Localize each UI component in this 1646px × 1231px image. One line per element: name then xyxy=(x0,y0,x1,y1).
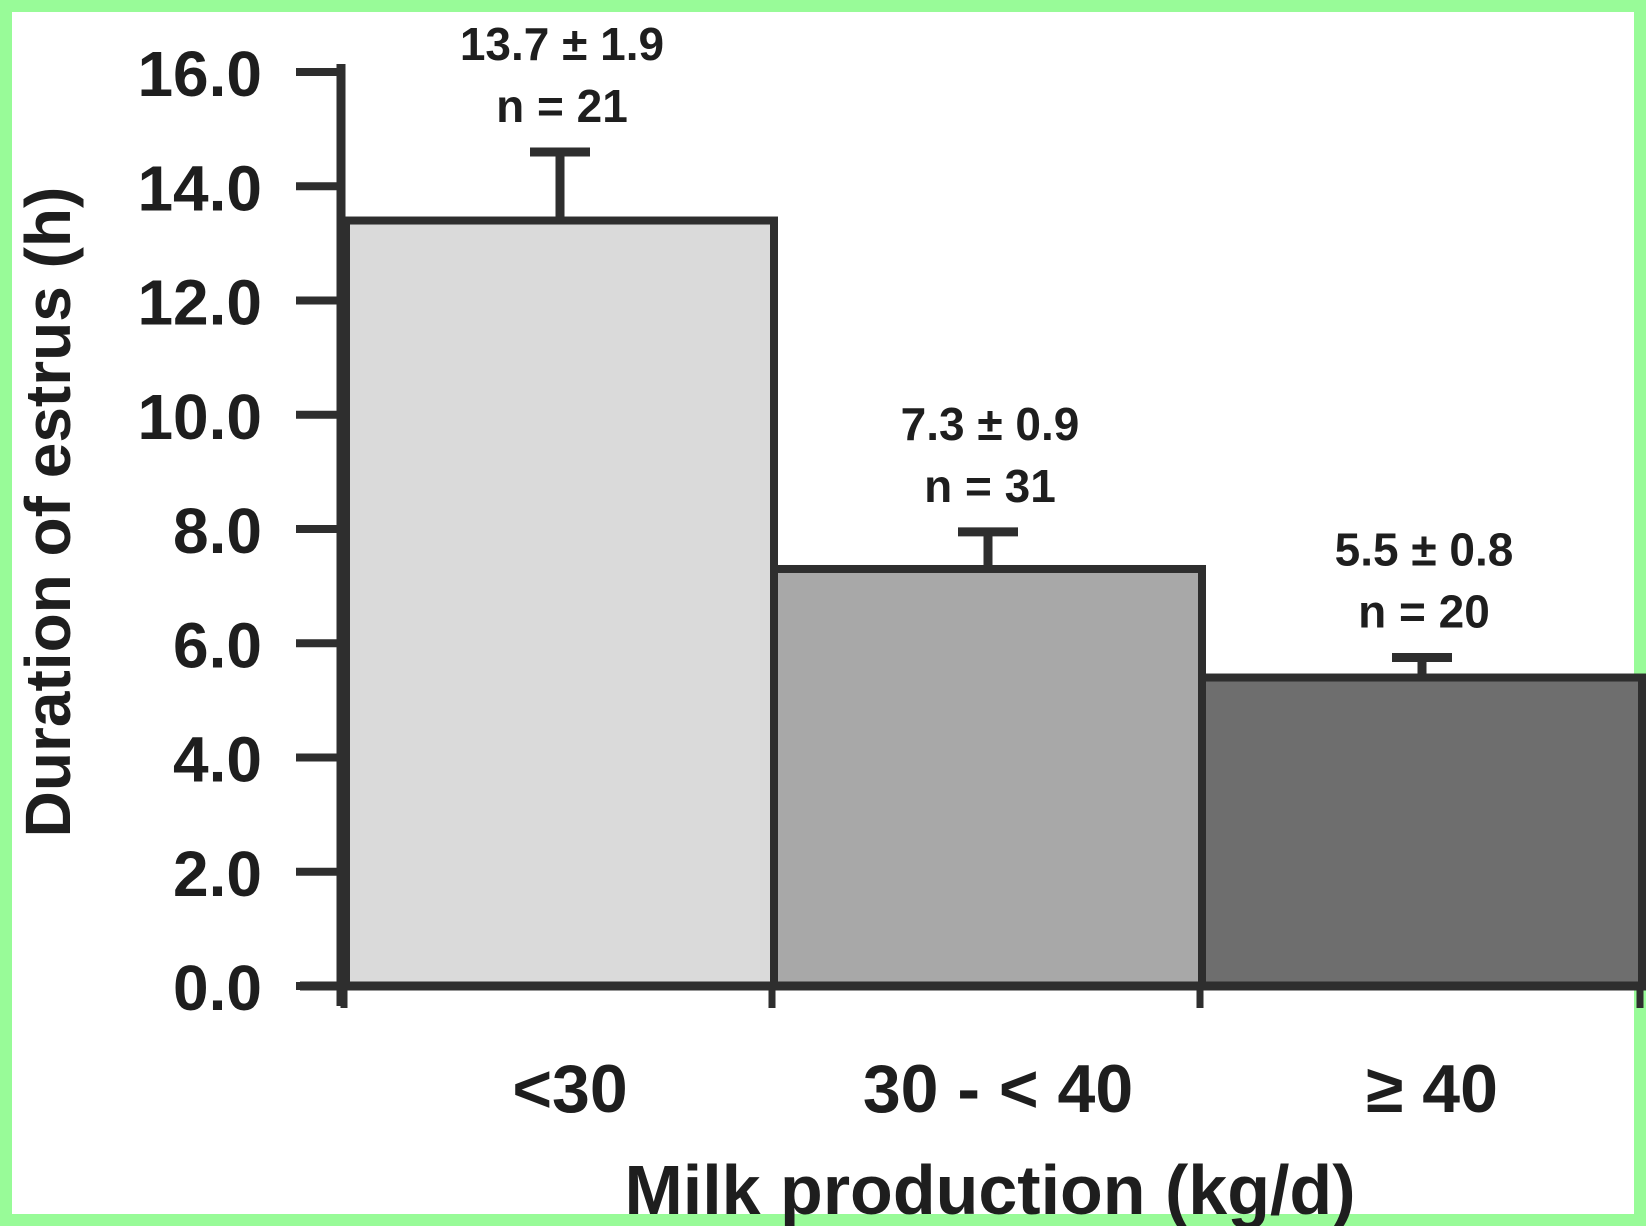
y-tick-label: 16.0 xyxy=(137,38,262,110)
y-tick-label: 4.0 xyxy=(173,724,262,796)
bar-annotation-n: n = 20 xyxy=(1358,586,1490,638)
error-bars-layer xyxy=(530,147,1452,678)
y-tick-label: 2.0 xyxy=(173,838,262,910)
y-axis-label: Duration of estrus (h) xyxy=(12,187,84,838)
y-tick-label: 12.0 xyxy=(137,267,262,339)
y-ticks-layer: 0.0 2.0 4.0 6.0 8.0 10.0 12.0 14.0 16.0 xyxy=(137,38,341,1024)
x-ticks-layer: <30 30 - < 40 ≥ 40 xyxy=(340,986,1644,1127)
y-tick-label: 8.0 xyxy=(173,495,262,567)
axes-layer xyxy=(300,64,1646,1006)
y-tick-label: 14.0 xyxy=(137,152,262,224)
y-tick-label: 10.0 xyxy=(137,381,262,453)
bar xyxy=(342,216,778,990)
annotations-layer: 13.7 ± 1.9 n = 21 7.3 ± 0.9 n = 31 5.5 ± 0.8… xyxy=(460,18,1514,638)
x-tick-label: 30 - < 40 xyxy=(863,1051,1133,1127)
bar-annotation-mean: 7.3 ± 0.9 xyxy=(901,398,1080,450)
x-tick-label: ≥ 40 xyxy=(1366,1051,1498,1127)
bar xyxy=(770,564,1206,990)
x-tick-label: <30 xyxy=(512,1051,627,1127)
bar xyxy=(1198,673,1646,991)
bar-annotation-n: n = 31 xyxy=(924,460,1056,512)
y-tick-label: 6.0 xyxy=(173,609,262,681)
bar-annotation-n: n = 21 xyxy=(496,80,628,132)
y-tick-label: 0.0 xyxy=(173,952,262,1024)
x-axis-label: Milk production (kg/d) xyxy=(624,1151,1355,1226)
bar-annotation-mean: 13.7 ± 1.9 xyxy=(460,18,664,70)
bar-annotation-mean: 5.5 ± 0.8 xyxy=(1335,524,1514,576)
